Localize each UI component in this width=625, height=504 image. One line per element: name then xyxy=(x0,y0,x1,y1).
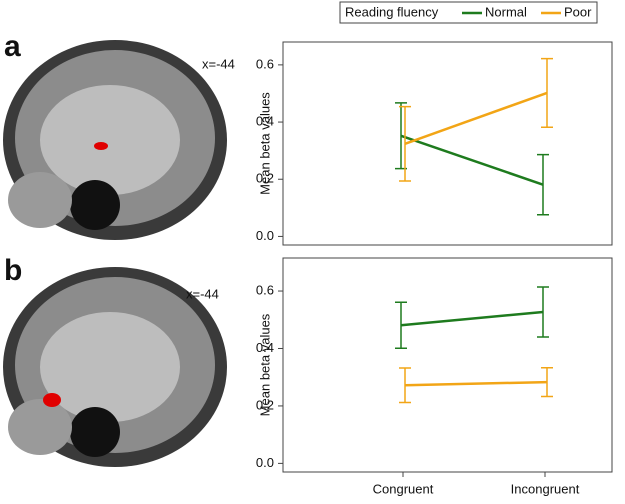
error-bar xyxy=(537,286,549,338)
plot-frame xyxy=(282,41,613,246)
y-tick-label: 0.0 xyxy=(256,455,274,470)
series-line xyxy=(404,91,548,145)
coordinate-label: x=-44 xyxy=(202,56,235,71)
y-tick-label: 0.6 xyxy=(256,56,274,71)
y-tick-label: 0.6 xyxy=(256,282,274,297)
y-axis-label: Mean beta values xyxy=(257,92,272,195)
error-bar xyxy=(399,105,411,182)
series-line xyxy=(404,380,548,387)
x-tick-label: Congruent xyxy=(373,481,434,496)
x-tick-label: Incongruent xyxy=(511,481,580,496)
plot-frame xyxy=(282,257,613,473)
brain-image-a xyxy=(0,28,238,246)
y-tick-label: 0.4 xyxy=(256,113,274,128)
error-bar xyxy=(399,367,411,404)
y-tick-label: 0.2 xyxy=(256,171,274,186)
error-bar xyxy=(541,57,553,128)
legend-title: Reading fluency xyxy=(345,4,439,19)
brain-image-b xyxy=(0,256,238,474)
y-tick-label: 0.0 xyxy=(256,228,274,243)
error-bar xyxy=(541,366,553,398)
y-tick-label: 0.4 xyxy=(256,340,274,355)
series-line xyxy=(400,134,544,186)
coordinate-label: x=-44 xyxy=(186,286,219,301)
series-line xyxy=(400,310,544,327)
y-axis-label: Mean beta values xyxy=(257,313,272,416)
panel-label: b xyxy=(4,254,22,287)
panel-label: a xyxy=(4,30,21,63)
legend-label: Poor xyxy=(564,4,592,19)
y-tick-label: 0.2 xyxy=(256,397,274,412)
legend-label: Normal xyxy=(485,4,527,19)
error-bar xyxy=(537,153,549,216)
error-bar xyxy=(395,301,407,349)
